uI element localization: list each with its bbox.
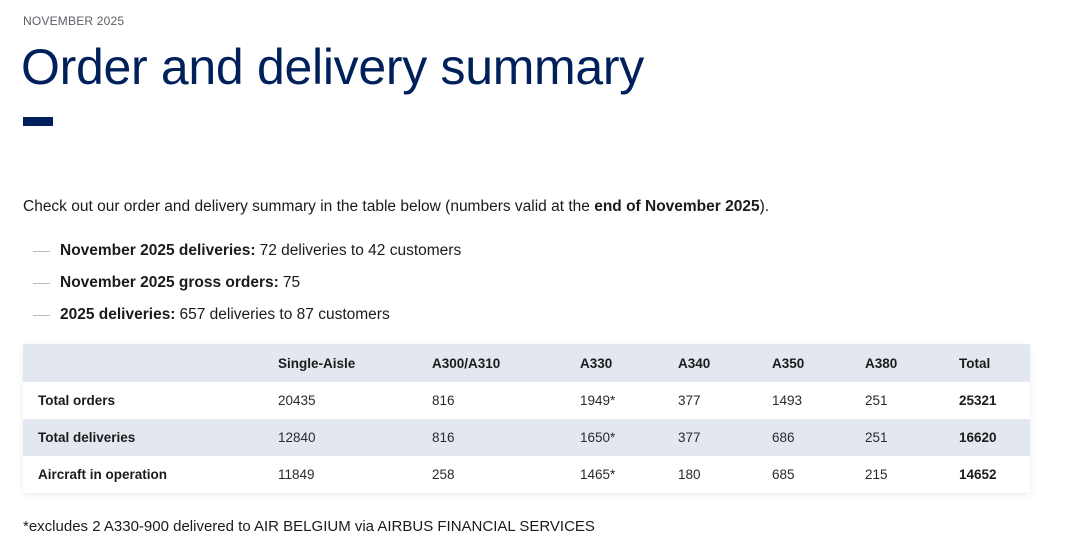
table-cell: 816 bbox=[432, 393, 455, 408]
total-cell: 14652 bbox=[959, 467, 997, 482]
highlight-item: November 2025 gross orders: 75 bbox=[33, 267, 461, 299]
highlight-label: 2025 deliveries: bbox=[60, 306, 176, 323]
table-cell: 685 bbox=[772, 467, 795, 482]
table-cell: 11849 bbox=[278, 467, 315, 482]
column-header bbox=[23, 344, 278, 382]
table-cell: 1650* bbox=[580, 430, 616, 445]
page-title: Order and delivery summary bbox=[21, 39, 644, 95]
column-header: A340 bbox=[678, 355, 711, 371]
intro-paragraph: Check out our order and delivery summary… bbox=[23, 198, 769, 216]
table-cell: 686 bbox=[772, 430, 795, 445]
column-header: Total bbox=[959, 355, 991, 371]
column-header: A350 bbox=[772, 355, 805, 371]
highlight-value: 75 bbox=[282, 274, 301, 291]
table-cell: 12840 bbox=[278, 430, 316, 445]
dash-bullet-icon bbox=[33, 314, 50, 316]
footnote: *excludes 2 A330-900 delivered to AIR BE… bbox=[23, 518, 595, 535]
table-row: Aircraft in operation 11849 258 1465* 18… bbox=[23, 456, 1030, 493]
intro-bold-date: end of November 2025 bbox=[594, 198, 760, 215]
highlight-item: November 2025 deliveries: 72 deliveries … bbox=[33, 235, 461, 267]
table-row: Total orders 20435 816 1949* 377 1493 25… bbox=[23, 382, 1030, 419]
highlights-list: November 2025 deliveries: 72 deliveries … bbox=[33, 235, 461, 331]
highlight-label: November 2025 gross orders: bbox=[60, 274, 279, 291]
table-cell: 215 bbox=[865, 467, 888, 482]
intro-suffix: ). bbox=[759, 198, 770, 215]
table-cell: 180 bbox=[678, 467, 701, 482]
summary-table-container: Single-Aisle A300/A310 A330 A340 A350 A3… bbox=[23, 344, 1030, 493]
date-eyebrow: NOVEMBER 2025 bbox=[23, 14, 125, 28]
column-header: A330 bbox=[580, 355, 613, 371]
column-header: Single-Aisle bbox=[278, 355, 356, 371]
row-label: Aircraft in operation bbox=[38, 467, 168, 482]
highlight-label: November 2025 deliveries: bbox=[60, 242, 256, 259]
column-header: A380 bbox=[865, 355, 898, 371]
row-label: Total deliveries bbox=[38, 430, 136, 445]
table-row: Total deliveries 12840 816 1650* 377 686… bbox=[23, 419, 1030, 456]
total-cell: 25321 bbox=[959, 393, 997, 408]
table-cell: 20435 bbox=[278, 393, 316, 408]
table-cell: 377 bbox=[678, 393, 701, 408]
summary-table: Single-Aisle A300/A310 A330 A340 A350 A3… bbox=[23, 344, 1030, 493]
table-cell: 258 bbox=[432, 467, 455, 482]
column-header: A300/A310 bbox=[432, 355, 501, 371]
table-cell: 1493 bbox=[772, 393, 803, 408]
title-accent-rule bbox=[23, 117, 53, 126]
table-cell: 251 bbox=[865, 393, 888, 408]
highlight-item: 2025 deliveries: 657 deliveries to 87 cu… bbox=[33, 299, 461, 331]
total-cell: 16620 bbox=[959, 430, 997, 445]
table-cell: 251 bbox=[865, 430, 888, 445]
table-cell: 1465* bbox=[580, 467, 616, 482]
table-cell: 816 bbox=[432, 430, 455, 445]
intro-text: Check out our order and delivery summary… bbox=[23, 198, 595, 215]
dash-bullet-icon bbox=[33, 250, 50, 252]
table-cell: 1949* bbox=[580, 393, 616, 408]
row-label: Total orders bbox=[38, 393, 116, 408]
table-cell: 377 bbox=[678, 430, 701, 445]
highlight-value: 72 deliveries to 42 customers bbox=[259, 242, 462, 259]
dash-bullet-icon bbox=[33, 282, 50, 284]
table-header-row: Single-Aisle A300/A310 A330 A340 A350 A3… bbox=[23, 344, 1030, 382]
highlight-value: 657 deliveries to 87 customers bbox=[179, 306, 390, 323]
